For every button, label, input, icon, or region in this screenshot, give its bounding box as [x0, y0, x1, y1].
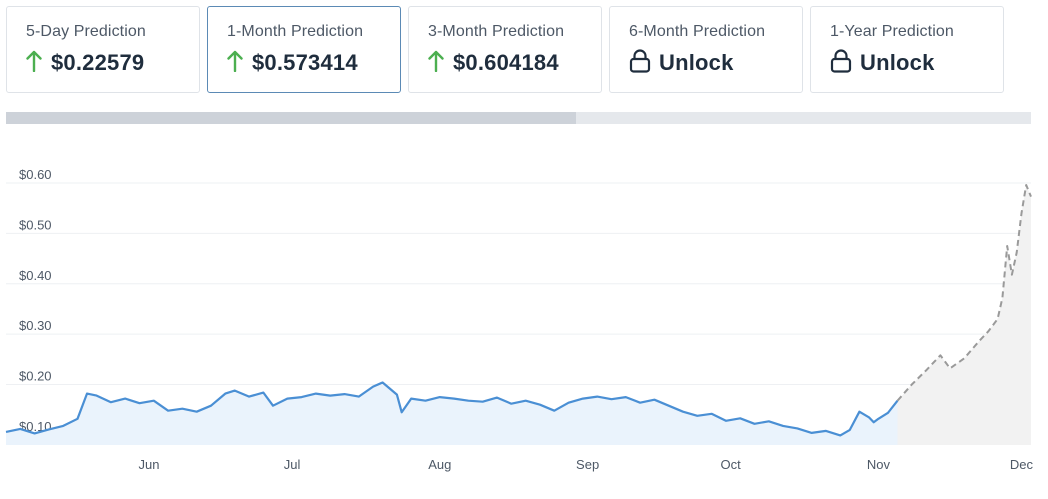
card-label: 3-Month Prediction: [428, 23, 565, 40]
card-1-month-prediction[interactable]: 1-Month Prediction $0.573414: [207, 6, 401, 93]
y-tick-label: $0.20: [19, 369, 52, 384]
forecast-area-fill: [897, 185, 1031, 445]
x-tick-label: Sep: [576, 457, 599, 472]
card-1-year-prediction[interactable]: 1-Year Prediction Unlock: [810, 6, 1004, 93]
card-value: $0.573414: [252, 50, 358, 75]
card-value-row: $0.573414: [227, 49, 400, 77]
card-6-month-prediction[interactable]: 6-Month Prediction Unlock: [609, 6, 803, 93]
x-tick-label: Oct: [721, 457, 742, 472]
lock-icon: [629, 48, 651, 78]
forecast-price-line: [896, 184, 1032, 402]
timeline-progress-fill: [6, 112, 576, 124]
card-5-day-prediction[interactable]: 5-Day Prediction $0.22579: [6, 6, 200, 93]
unlock-label[interactable]: Unlock: [860, 50, 935, 75]
card-value: $0.604184: [453, 50, 559, 75]
card-label: 6-Month Prediction: [629, 23, 766, 40]
x-tick-label: Nov: [867, 457, 891, 472]
card-label: 1-Year Prediction: [830, 23, 954, 40]
card-value-row: Unlock: [830, 48, 1003, 78]
y-tick-label: $0.60: [19, 167, 52, 182]
timeline-progress-bar: [6, 112, 1031, 124]
lock-icon: [830, 48, 852, 78]
x-tick-label: Jul: [284, 457, 301, 472]
x-tick-label: Jun: [139, 457, 160, 472]
card-label: 5-Day Prediction: [26, 23, 146, 40]
card-value-row: $0.22579: [26, 49, 199, 77]
actual-price-line: [5, 381, 899, 437]
arrow-up-icon: [26, 50, 42, 77]
card-value-row: $0.604184: [428, 49, 601, 77]
y-tick-label: $0.50: [19, 217, 52, 232]
actual-area-fill: [6, 382, 898, 445]
arrow-up-icon: [428, 50, 444, 77]
card-value-row: Unlock: [629, 48, 802, 78]
x-tick-label: Dec: [1010, 457, 1034, 472]
card-3-month-prediction[interactable]: 3-Month Prediction $0.604184: [408, 6, 602, 93]
y-tick-label: $0.40: [19, 268, 52, 283]
x-tick-label: Aug: [428, 457, 451, 472]
prediction-cards: 5-Day Prediction $0.22579 1-Month Predic…: [6, 6, 1004, 93]
card-value: $0.22579: [51, 50, 145, 75]
unlock-label[interactable]: Unlock: [659, 50, 734, 75]
y-tick-label: $0.30: [19, 318, 52, 333]
card-label: 1-Month Prediction: [227, 23, 364, 40]
arrow-up-icon: [227, 50, 243, 77]
